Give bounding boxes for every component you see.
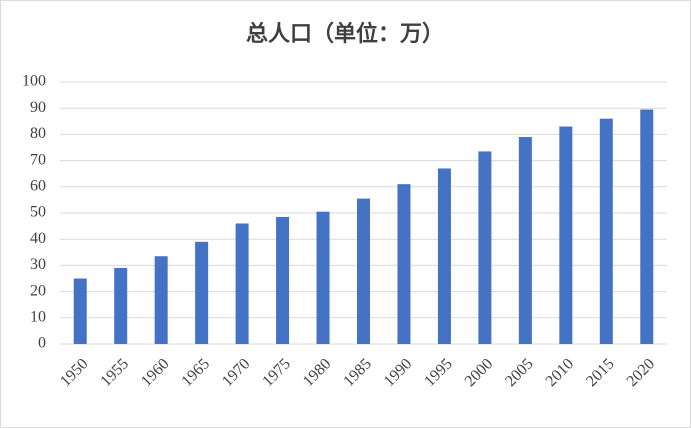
bar [478,151,492,344]
y-tick-label: 90 [30,99,46,116]
y-tick-label: 30 [30,256,46,273]
bar [437,168,451,344]
bar [316,211,330,344]
bar [276,216,290,344]
y-tick-label: 20 [30,282,46,299]
y-tick-label: 40 [30,230,46,247]
y-tick-label: 60 [30,177,46,194]
y-tick-label: 0 [38,335,46,352]
bar [599,118,613,345]
bar [357,198,370,344]
bar [559,126,573,344]
y-tick-label: 50 [30,204,46,221]
bar [114,268,128,344]
y-tick-label: 80 [30,125,46,142]
bar [640,109,654,344]
y-tick-label: 70 [30,151,46,168]
bar [397,184,411,344]
bar [235,223,249,344]
y-tick-label: 100 [22,73,46,90]
bar [195,241,209,344]
bar [518,137,532,344]
bar [73,278,87,344]
bar [154,256,168,344]
chart-title: 总人口（单位：万） [246,21,444,46]
y-tick-label: 10 [30,308,46,325]
